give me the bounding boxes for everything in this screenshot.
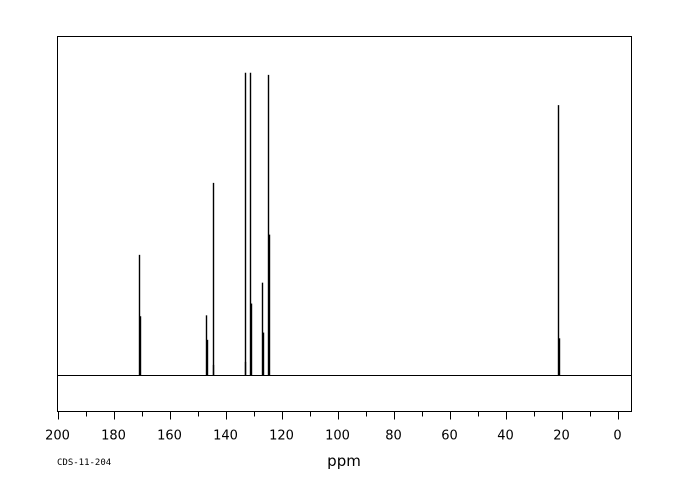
x-axis-ticks xyxy=(58,411,619,420)
x-tick-label: 200 xyxy=(45,429,70,444)
spectrum-peaks xyxy=(138,72,561,376)
x-tick-label: 20 xyxy=(553,429,570,444)
x-tick-label: 180 xyxy=(101,429,126,444)
x-tick-label: 0 xyxy=(613,429,621,444)
plot-frame xyxy=(57,36,632,412)
x-tick-label: 60 xyxy=(441,429,458,444)
x-tick-label: 40 xyxy=(497,429,514,444)
x-tick-label: 120 xyxy=(269,429,294,444)
x-axis-title: ppm xyxy=(327,452,361,470)
x-tick-label: 160 xyxy=(157,429,182,444)
x-axis-tick-labels: 200 180 160 140 120 100 80 60 40 20 0 xyxy=(45,429,622,444)
x-tick-label: 140 xyxy=(213,429,238,444)
x-tick-label: 80 xyxy=(385,429,402,444)
spectrum-code-label: CDS-11-204 xyxy=(57,458,111,468)
x-tick-label: 100 xyxy=(325,429,350,444)
